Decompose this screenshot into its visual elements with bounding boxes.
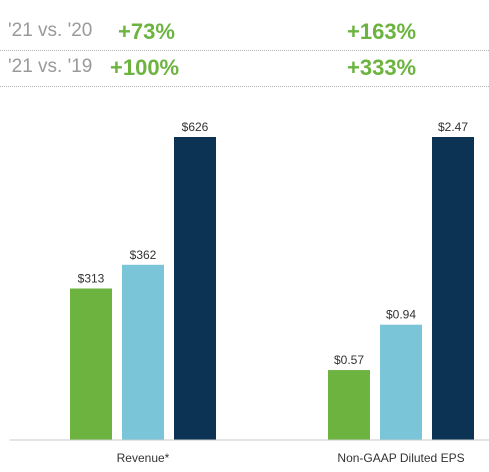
eps-growth-value: +333% xyxy=(347,55,417,80)
comparison-divider xyxy=(0,86,489,87)
data-label: $626 xyxy=(182,120,209,134)
bar xyxy=(70,288,112,440)
comparison-label: '21 vs. '19 xyxy=(8,56,93,77)
bar xyxy=(328,370,370,440)
bar xyxy=(174,137,216,440)
data-label: $362 xyxy=(130,248,157,262)
bar xyxy=(432,137,474,440)
category-label: Revenue* xyxy=(117,451,170,465)
revenue-growth-value: +73% xyxy=(118,19,175,44)
data-label: $0.57 xyxy=(334,353,364,367)
revenue-growth-value: +100% xyxy=(110,55,180,80)
eps-growth-value: +163% xyxy=(347,19,417,44)
comparison-label: '21 vs. '20 xyxy=(8,20,93,41)
data-label: $2.47 xyxy=(438,120,468,134)
bar xyxy=(380,324,422,440)
data-label: $313 xyxy=(78,272,105,286)
bar xyxy=(122,264,164,440)
comparison-divider xyxy=(0,50,489,51)
data-label: $0.94 xyxy=(386,308,416,322)
category-label: Non-GAAP Diluted EPS xyxy=(337,451,464,465)
